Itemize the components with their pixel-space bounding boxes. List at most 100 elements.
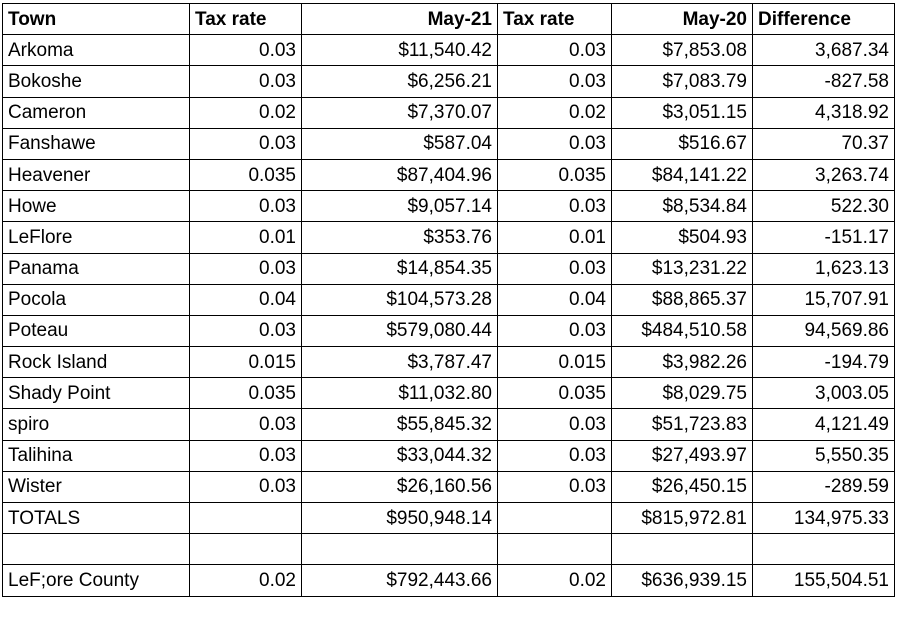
may20-cell[interactable]: $27,493.97	[611, 439, 753, 472]
tax-rate-may21-cell[interactable]: 0.03	[189, 190, 302, 223]
tax-rate-may20-cell[interactable]: 0.02	[497, 564, 612, 597]
town-cell[interactable]: TOTALS	[2, 501, 190, 535]
tax-rate-may20-cell[interactable]	[497, 501, 612, 535]
town-cell[interactable]: Howe	[2, 190, 190, 223]
town-cell[interactable]: Heavener	[2, 158, 190, 192]
tax-rate-may20-cell[interactable]: 0.02	[497, 96, 612, 129]
may21-cell[interactable]: $11,540.42	[301, 34, 498, 67]
may21-cell[interactable]	[301, 533, 498, 566]
may20-cell[interactable]: $26,450.15	[611, 470, 753, 504]
tax-rate-may21-cell[interactable]: 0.035	[189, 377, 302, 410]
tax-rate-may21-cell[interactable]: 0.03	[189, 65, 302, 98]
may21-cell[interactable]: $33,044.32	[301, 439, 498, 472]
tax-rate-may20-cell[interactable]: 0.015	[497, 346, 612, 379]
may20-cell[interactable]: $8,534.84	[611, 190, 753, 223]
may21-cell[interactable]: $579,080.44	[301, 314, 498, 348]
tax-rate-may21-cell[interactable]: 0.04	[189, 283, 302, 316]
may21-cell[interactable]: $9,057.14	[301, 190, 498, 223]
may21-cell[interactable]: $3,787.47	[301, 346, 498, 379]
difference-cell[interactable]: -827.58	[752, 65, 895, 98]
difference-cell[interactable]: 522.30	[752, 190, 895, 223]
may21-cell[interactable]: $104,573.28	[301, 283, 498, 316]
may20-cell[interactable]: $636,939.15	[611, 564, 753, 597]
header-town[interactable]: Town	[2, 2, 190, 36]
town-cell[interactable]: Fanshawe	[2, 127, 190, 160]
tax-rate-may20-cell[interactable]: 0.035	[497, 377, 612, 410]
difference-cell[interactable]: 155,504.51	[752, 564, 895, 597]
may20-cell[interactable]: $84,141.22	[611, 158, 753, 192]
difference-cell[interactable]: 134,975.33	[752, 501, 895, 535]
town-cell[interactable]: Bokoshe	[2, 65, 190, 98]
tax-rate-may20-cell[interactable]	[497, 533, 612, 566]
may21-cell[interactable]: $950,948.14	[301, 501, 498, 535]
town-cell[interactable]	[2, 533, 190, 566]
difference-cell[interactable]: 4,318.92	[752, 96, 895, 129]
town-cell[interactable]: Shady Point	[2, 377, 190, 410]
may21-cell[interactable]: $353.76	[301, 221, 498, 254]
difference-cell[interactable]: 3,003.05	[752, 377, 895, 410]
tax-rate-may20-cell[interactable]: 0.03	[497, 34, 612, 67]
tax-rate-may20-cell[interactable]: 0.03	[497, 190, 612, 223]
town-cell[interactable]: LeFlore	[2, 221, 190, 254]
may20-cell[interactable]: $51,723.83	[611, 408, 753, 441]
tax-rate-may21-cell[interactable]: 0.03	[189, 439, 302, 472]
difference-cell[interactable]: -289.59	[752, 470, 895, 504]
may20-cell[interactable]: $8,029.75	[611, 377, 753, 410]
may21-cell[interactable]: $6,256.21	[301, 65, 498, 98]
difference-cell[interactable]: 5,550.35	[752, 439, 895, 472]
may20-cell[interactable]: $516.67	[611, 127, 753, 160]
may20-cell[interactable]: $7,853.08	[611, 34, 753, 67]
tax-rate-may20-cell[interactable]: 0.03	[497, 65, 612, 98]
difference-cell[interactable]: -151.17	[752, 221, 895, 254]
tax-rate-may21-cell[interactable]: 0.03	[189, 127, 302, 160]
town-cell[interactable]: Cameron	[2, 96, 190, 129]
may20-cell[interactable]: $815,972.81	[611, 501, 753, 535]
tax-rate-may20-cell[interactable]: 0.03	[497, 408, 612, 441]
may20-cell[interactable]: $7,083.79	[611, 65, 753, 98]
difference-cell[interactable]: 15,707.91	[752, 283, 895, 316]
town-cell[interactable]: Panama	[2, 252, 190, 285]
may20-cell[interactable]: $13,231.22	[611, 252, 753, 285]
header-tax-rate-may20[interactable]: Tax rate	[497, 2, 612, 36]
tax-rate-may21-cell[interactable]: 0.03	[189, 252, 302, 285]
may21-cell[interactable]: $55,845.32	[301, 408, 498, 441]
header-difference[interactable]: Difference	[752, 2, 895, 36]
tax-rate-may21-cell[interactable]: 0.03	[189, 314, 302, 348]
difference-cell[interactable]: 1,623.13	[752, 252, 895, 285]
town-cell[interactable]: Arkoma	[2, 34, 190, 67]
may21-cell[interactable]: $26,160.56	[301, 470, 498, 504]
may21-cell[interactable]: $11,032.80	[301, 377, 498, 410]
may21-cell[interactable]: $587.04	[301, 127, 498, 160]
tax-rate-may20-cell[interactable]: 0.03	[497, 439, 612, 472]
tax-rate-may21-cell[interactable]: 0.03	[189, 470, 302, 504]
may20-cell[interactable]: $3,051.15	[611, 96, 753, 129]
tax-rate-may20-cell[interactable]: 0.03	[497, 252, 612, 285]
town-cell[interactable]: spiro	[2, 408, 190, 441]
tax-rate-may21-cell[interactable]: 0.02	[189, 96, 302, 129]
tax-rate-may20-cell[interactable]: 0.03	[497, 470, 612, 504]
may21-cell[interactable]: $87,404.96	[301, 158, 498, 192]
town-cell[interactable]: Pocola	[2, 283, 190, 316]
may20-cell[interactable]: $3,982.26	[611, 346, 753, 379]
tax-rate-may20-cell[interactable]: 0.035	[497, 158, 612, 192]
header-tax-rate-may21[interactable]: Tax rate	[189, 2, 302, 36]
header-may20[interactable]: May-20	[611, 2, 753, 36]
tax-rate-may20-cell[interactable]: 0.04	[497, 283, 612, 316]
difference-cell[interactable]: 70.37	[752, 127, 895, 160]
town-cell[interactable]: Rock Island	[2, 346, 190, 379]
difference-cell[interactable]	[752, 533, 895, 566]
tax-rate-may20-cell[interactable]: 0.03	[497, 314, 612, 348]
may20-cell[interactable]: $504.93	[611, 221, 753, 254]
tax-rate-may21-cell[interactable]: 0.03	[189, 408, 302, 441]
difference-cell[interactable]: -194.79	[752, 346, 895, 379]
town-cell[interactable]: Wister	[2, 470, 190, 504]
may21-cell[interactable]: $7,370.07	[301, 96, 498, 129]
tax-rate-may20-cell[interactable]: 0.03	[497, 127, 612, 160]
tax-rate-may21-cell[interactable]	[189, 501, 302, 535]
difference-cell[interactable]: 3,263.74	[752, 158, 895, 192]
may20-cell[interactable]: $88,865.37	[611, 283, 753, 316]
header-may21[interactable]: May-21	[301, 2, 498, 36]
may21-cell[interactable]: $14,854.35	[301, 252, 498, 285]
may20-cell[interactable]: $484,510.58	[611, 314, 753, 348]
town-cell[interactable]: LeF;ore County	[2, 564, 190, 597]
